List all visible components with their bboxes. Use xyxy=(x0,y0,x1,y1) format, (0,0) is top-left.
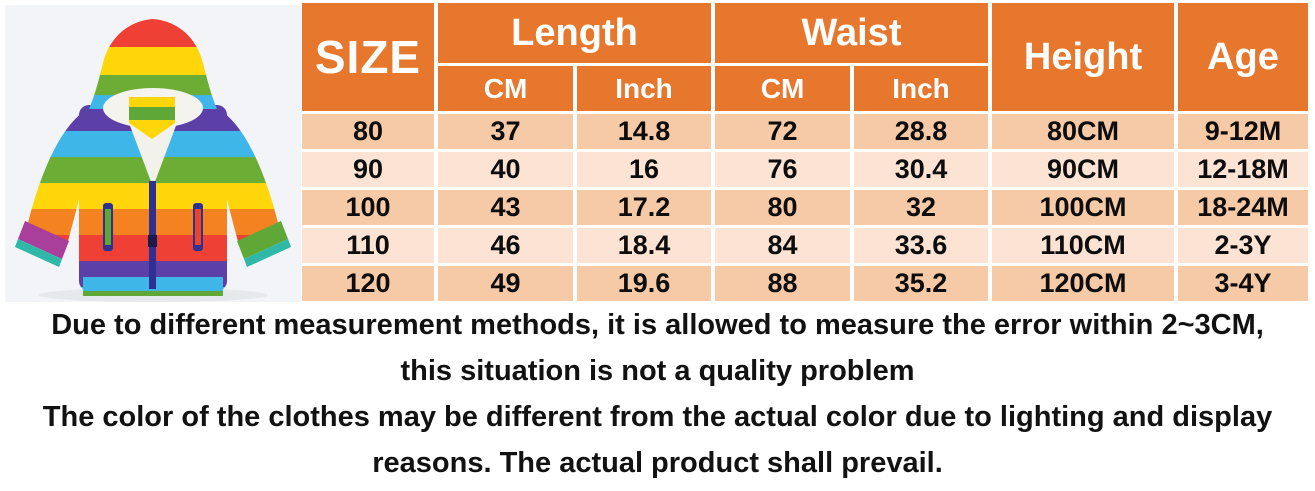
table-cell-age: 9-12M xyxy=(1178,114,1308,149)
col-header-size: SIZE xyxy=(302,3,434,111)
table-cell-waist-inch: 30.4 xyxy=(854,152,988,187)
measurement-notes: Due to different measurement methods, it… xyxy=(0,302,1315,486)
col-header-length-inch: Inch xyxy=(577,66,711,111)
table-cell-size: 90 xyxy=(302,152,434,187)
table-cell-waist-inch: 33.6 xyxy=(854,228,988,263)
col-header-age: Age xyxy=(1178,3,1308,111)
table-cell-waist-cm: 72 xyxy=(715,114,850,149)
table-cell-length-inch: 17.2 xyxy=(577,190,711,225)
col-header-length: Length xyxy=(438,3,711,63)
table-cell-length-cm: 46 xyxy=(438,228,573,263)
col-header-waist-cm: CM xyxy=(715,66,850,111)
note-line: The color of the clothes may be differen… xyxy=(42,401,1273,433)
note-line: reasons. The actual product shall prevai… xyxy=(372,447,943,479)
table-cell-length-cm: 49 xyxy=(438,266,573,301)
col-header-waist-inch: Inch xyxy=(854,66,988,111)
table-cell-age: 12-18M xyxy=(1178,152,1308,187)
note-line: Due to different measurement methods, it… xyxy=(51,309,1264,341)
table-cell-length-cm: 37 xyxy=(438,114,573,149)
table-cell-size: 110 xyxy=(302,228,434,263)
table-cell-length-inch: 14.8 xyxy=(577,114,711,149)
rainbow-jacket-illustration xyxy=(5,5,301,302)
table-cell-age: 2-3Y xyxy=(1178,228,1308,263)
table-cell-waist-cm: 80 xyxy=(715,190,850,225)
table-cell-waist-cm: 84 xyxy=(715,228,850,263)
table-cell-height: 110CM xyxy=(992,228,1174,263)
table-cell-size: 80 xyxy=(302,114,434,149)
table-cell-height: 90CM xyxy=(992,152,1174,187)
col-header-length-cm: CM xyxy=(438,66,573,111)
table-cell-height: 100CM xyxy=(992,190,1174,225)
size-table: SIZE Length Waist Height Age CM Inch CM … xyxy=(302,3,1308,301)
table-cell-length-cm: 43 xyxy=(438,190,573,225)
table-cell-height: 120CM xyxy=(992,266,1174,301)
table-cell-waist-cm: 76 xyxy=(715,152,850,187)
table-cell-waist-cm: 88 xyxy=(715,266,850,301)
table-cell-waist-inch: 28.8 xyxy=(854,114,988,149)
table-cell-age: 18-24M xyxy=(1178,190,1308,225)
table-cell-age: 3-4Y xyxy=(1178,266,1308,301)
table-cell-waist-inch: 35.2 xyxy=(854,266,988,301)
table-cell-height: 80CM xyxy=(992,114,1174,149)
table-cell-size: 120 xyxy=(302,266,434,301)
product-photo xyxy=(5,5,301,302)
table-cell-length-inch: 19.6 xyxy=(577,266,711,301)
note-line: this situation is not a quality problem xyxy=(400,355,915,387)
table-cell-length-inch: 16 xyxy=(577,152,711,187)
table-cell-size: 100 xyxy=(302,190,434,225)
table-cell-waist-inch: 32 xyxy=(854,190,988,225)
col-header-waist: Waist xyxy=(715,3,988,63)
table-cell-length-cm: 40 xyxy=(438,152,573,187)
col-header-height: Height xyxy=(992,3,1174,111)
table-cell-length-inch: 18.4 xyxy=(577,228,711,263)
